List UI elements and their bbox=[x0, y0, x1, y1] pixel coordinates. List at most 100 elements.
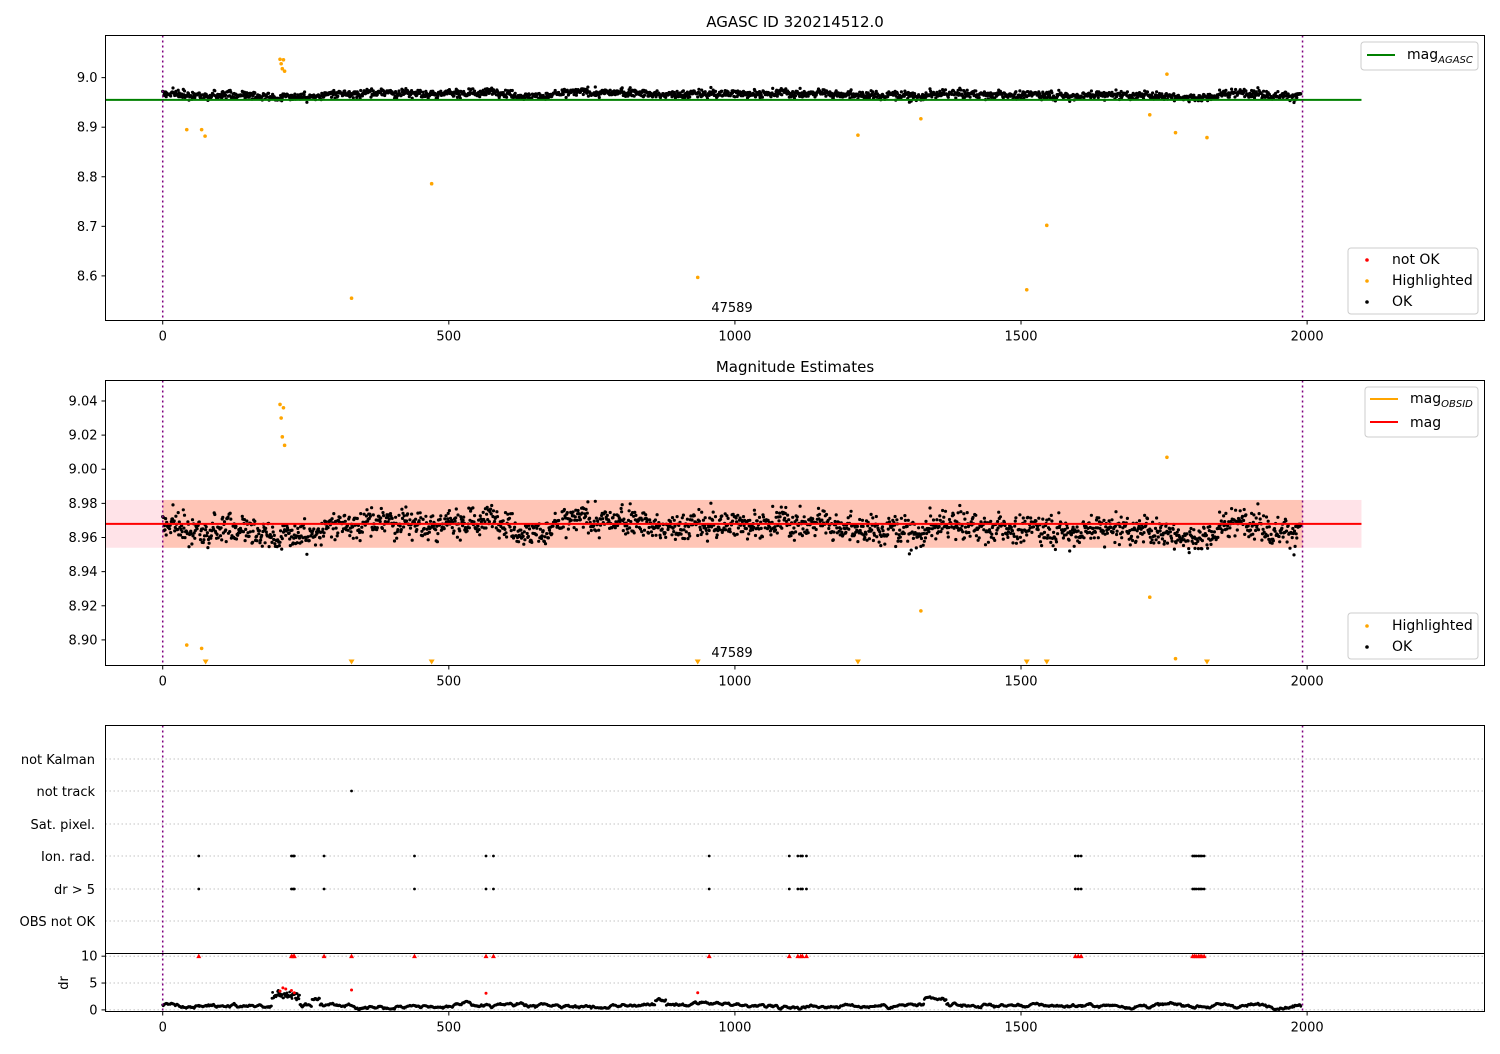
ok-point bbox=[1234, 509, 1237, 512]
ok-point bbox=[224, 528, 227, 531]
ok-point bbox=[815, 528, 818, 531]
ok-point bbox=[245, 519, 248, 522]
ok-point bbox=[784, 506, 787, 509]
ok-point bbox=[601, 517, 604, 520]
ok-point bbox=[1148, 532, 1151, 535]
ok-point bbox=[382, 514, 385, 517]
legend-highlighted-label: Highlighted bbox=[1392, 273, 1473, 289]
ok-point bbox=[1182, 544, 1185, 547]
ok-point bbox=[796, 515, 799, 518]
ok-point bbox=[1052, 531, 1055, 534]
ok-point bbox=[577, 509, 580, 512]
ok-point bbox=[593, 520, 596, 523]
ok-point bbox=[974, 514, 977, 517]
ok-point bbox=[1274, 530, 1277, 533]
ok-point bbox=[196, 527, 199, 530]
ok-point bbox=[682, 514, 685, 517]
ok-point bbox=[1089, 537, 1092, 540]
highlighted-point bbox=[696, 276, 700, 280]
ok-point bbox=[1002, 538, 1005, 541]
ok-point bbox=[1009, 532, 1012, 535]
ok-point bbox=[793, 539, 796, 542]
ok-point bbox=[620, 510, 623, 513]
ok-point bbox=[984, 543, 987, 546]
ok-point bbox=[1041, 518, 1044, 521]
dr-gt5-point bbox=[1080, 888, 1083, 891]
dr-gt5-point bbox=[788, 888, 791, 891]
ok-point bbox=[791, 516, 794, 519]
ok-point bbox=[257, 532, 260, 535]
ok-point bbox=[1074, 535, 1077, 538]
ok-point bbox=[543, 535, 546, 538]
ok-point bbox=[404, 505, 407, 508]
ok-point bbox=[898, 529, 901, 532]
ok-point bbox=[1049, 541, 1052, 544]
ok-point bbox=[629, 86, 632, 89]
ok-point bbox=[183, 536, 186, 539]
ok-point bbox=[187, 545, 190, 548]
panel3-frame bbox=[106, 726, 1485, 954]
ok-point bbox=[969, 535, 972, 538]
ok-point bbox=[921, 526, 924, 529]
panel1-xtick-label-500: 500 bbox=[436, 330, 461, 345]
ok-point bbox=[206, 531, 209, 534]
ok-point bbox=[1288, 547, 1291, 550]
ok-point bbox=[978, 536, 981, 539]
ok-point bbox=[1142, 540, 1145, 543]
ok-point bbox=[173, 519, 176, 522]
panel1-xtick-label-1000: 1000 bbox=[718, 330, 751, 345]
ok-point bbox=[220, 538, 223, 541]
ok-point bbox=[248, 535, 251, 538]
ok-point bbox=[547, 536, 550, 539]
ok-point bbox=[545, 532, 548, 535]
ok-point bbox=[264, 541, 267, 544]
ok-point bbox=[987, 541, 990, 544]
ok-point bbox=[633, 511, 636, 514]
ok-point bbox=[479, 514, 482, 517]
ok-point bbox=[941, 509, 944, 512]
ok-point bbox=[331, 517, 334, 520]
ok-point bbox=[201, 527, 204, 530]
ok-point bbox=[1251, 525, 1254, 528]
ok-point bbox=[1225, 527, 1228, 530]
ok-point bbox=[844, 531, 847, 534]
panel1-ytick-label-8.8: 8.8 bbox=[77, 170, 98, 185]
ok-point bbox=[827, 527, 830, 530]
ok-point bbox=[871, 516, 874, 519]
ok-point bbox=[297, 531, 300, 534]
ok-point bbox=[1249, 529, 1252, 532]
panel2-ytick-label-8.94: 8.94 bbox=[69, 565, 98, 580]
ok-point bbox=[647, 532, 650, 535]
ok-point bbox=[1196, 540, 1199, 543]
ok-point bbox=[682, 89, 685, 92]
ok-point bbox=[932, 518, 935, 521]
dr-point bbox=[318, 997, 321, 1000]
ok-point bbox=[1216, 536, 1219, 539]
dr-gt5-point bbox=[805, 888, 808, 891]
ok-point bbox=[391, 517, 394, 520]
ok-point bbox=[705, 532, 708, 535]
ok-point bbox=[693, 514, 696, 517]
ok-point bbox=[786, 514, 789, 517]
ok-point bbox=[613, 513, 616, 516]
ok-point bbox=[1129, 543, 1132, 546]
ok-point bbox=[183, 89, 186, 92]
ok-point bbox=[1011, 541, 1014, 544]
ok-point bbox=[410, 513, 413, 516]
ok-point bbox=[168, 527, 171, 530]
ok-point bbox=[512, 536, 515, 539]
ok-point bbox=[261, 545, 264, 548]
highlighted-point bbox=[1148, 595, 1152, 599]
ok-point bbox=[753, 509, 756, 512]
ok-point bbox=[640, 530, 643, 533]
ok-point bbox=[598, 536, 601, 539]
ok-point bbox=[462, 519, 465, 522]
ok-point bbox=[676, 515, 679, 518]
highlighted-point bbox=[856, 133, 860, 137]
ok-point bbox=[696, 95, 699, 98]
ok-point bbox=[887, 528, 890, 531]
ok-point bbox=[423, 527, 426, 530]
ok-point bbox=[182, 527, 185, 530]
ok-point bbox=[1185, 532, 1188, 535]
dr-point bbox=[270, 1005, 273, 1008]
